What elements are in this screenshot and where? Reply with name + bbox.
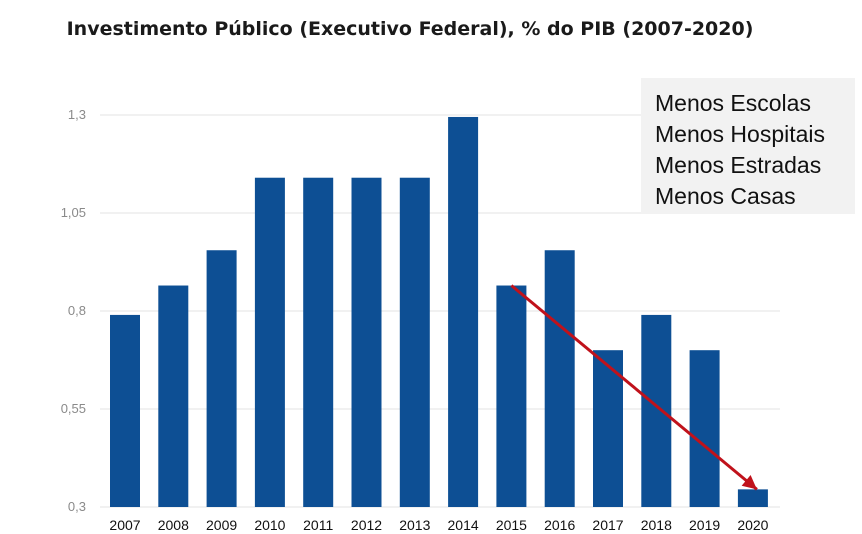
trend-arrow — [510, 284, 758, 491]
x-tick-label: 2020 — [737, 517, 768, 533]
bar-2020 — [737, 489, 768, 507]
y-tick-label: 0,8 — [68, 303, 86, 318]
trend-arrow-head — [741, 475, 757, 490]
x-tick-label: 2015 — [496, 517, 527, 533]
bar-2013 — [399, 177, 430, 507]
note-hospitais: Menos Hospitais — [655, 121, 826, 147]
y-tick-label: 1,3 — [68, 107, 86, 122]
y-tick-label: 1,05 — [61, 205, 86, 220]
bar-2011 — [303, 177, 334, 507]
bars — [110, 116, 768, 508]
bar-2015 — [496, 285, 527, 507]
x-axis-labels: 2007 2008 2009 2010 2011 2012 2013 2014 2015 2016… — [109, 517, 768, 533]
bar-2019 — [689, 350, 720, 507]
x-tick-label: 2018 — [641, 517, 672, 533]
x-tick-label: 2019 — [689, 517, 720, 533]
x-tick-label: 2013 — [399, 517, 430, 533]
y-tick-label: 0,3 — [68, 499, 86, 514]
x-tick-label: 2017 — [592, 517, 623, 533]
x-tick-label: 2012 — [351, 517, 382, 533]
bar-2009 — [206, 250, 237, 508]
x-tick-label: 2014 — [448, 517, 479, 533]
bar-2008 — [158, 285, 189, 507]
bar-2007 — [110, 314, 140, 507]
x-tick-label: 2016 — [544, 517, 575, 533]
x-tick-label: 2008 — [158, 517, 189, 533]
bar-2012 — [351, 177, 382, 507]
note-escolas: Menos Escolas — [655, 90, 811, 116]
bar-2018 — [641, 314, 672, 507]
annotation-box: Menos Escolas Menos Hospitais Menos Estr… — [641, 78, 855, 214]
x-tick-label: 2009 — [206, 517, 237, 533]
x-tick-label: 2011 — [303, 517, 333, 533]
chart-title: Investimento Público (Executivo Federal)… — [66, 18, 754, 40]
y-axis-ticks: 1,3 1,05 0,8 0,55 0,3 — [61, 107, 86, 514]
y-tick-label: 0,55 — [61, 401, 86, 416]
bar-2014 — [448, 116, 479, 508]
bar-2017 — [593, 350, 623, 507]
trend-arrow-line — [510, 284, 758, 491]
bar-2010 — [254, 177, 285, 507]
x-tick-label: 2010 — [254, 517, 285, 533]
x-tick-label: 2007 — [109, 517, 140, 533]
note-casas: Menos Casas — [655, 183, 796, 209]
bar-2016 — [544, 250, 575, 508]
note-estradas: Menos Estradas — [655, 152, 822, 178]
